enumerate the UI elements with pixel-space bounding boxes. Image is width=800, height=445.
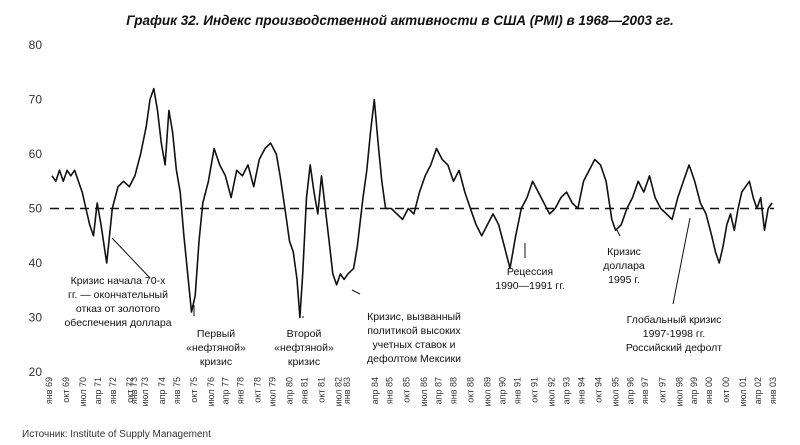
x-tick-label: апр 02	[753, 377, 763, 404]
annotation: Рецессия 1990—1991 гг.	[495, 243, 565, 292]
annotation-line: дефолтом Мексики	[367, 353, 461, 365]
x-tick-label: янв 85	[385, 377, 395, 404]
annotation-line: кризис	[288, 356, 320, 368]
x-tick-label: окт 85	[402, 377, 412, 403]
annotation-line: 1990—1991 гг.	[495, 280, 564, 292]
x-tick-label: июл 82	[334, 377, 344, 406]
y-tick-label: 20	[29, 365, 43, 379]
y-tick-label: 50	[29, 202, 43, 216]
x-tick-label: июл 70	[78, 377, 88, 406]
annotation-leader	[672, 217, 691, 305]
x-axis: янв 69 окт 69 июл 70 апр 71 янв 72 окт 72янв …	[44, 377, 778, 406]
x-tick-label: окт 00	[721, 377, 731, 403]
x-tick-label: янв 88	[449, 377, 459, 404]
x-tick-label: апр 90	[498, 377, 508, 404]
x-tick-label: июл 86	[419, 377, 429, 406]
x-tick-label: янв 81	[300, 377, 310, 404]
source-note: Источник: Institute of Supply Management	[22, 429, 211, 440]
annotation-line: Первый	[197, 328, 235, 340]
annotation-line: Второй	[287, 328, 322, 340]
y-tick-label: 80	[29, 38, 43, 52]
annotation-line: отказ от золотого	[76, 303, 160, 315]
annotation-line: гг. — окончательный	[68, 289, 168, 301]
annotation-line: «нефтяной»	[186, 342, 246, 354]
x-tick-label: янв 73	[129, 377, 139, 404]
x-tick-label: янв 03	[768, 377, 778, 404]
x-tick-label: июл 73	[140, 377, 150, 406]
annotation-line: 1997-1998 гг.	[643, 328, 705, 340]
annotation: Кризис доллара 1995 г.	[603, 229, 645, 286]
x-tick-label: июл 92	[547, 377, 557, 406]
x-tick-label: окт 75	[189, 377, 199, 403]
x-tick-label: июл 01	[738, 377, 748, 406]
annotation-line: Российский дефолт	[626, 342, 722, 354]
x-tick-label: янв 91	[512, 377, 522, 404]
x-tick-label: июл 79	[268, 377, 278, 406]
annotation-line: Кризис, вызванный	[367, 311, 461, 323]
annotation-line: Кризис начала 70-х	[71, 275, 166, 287]
x-tick-label: апр 80	[285, 377, 295, 404]
x-tick-label: апр 93	[561, 377, 571, 404]
x-tick-label: окт 97	[657, 377, 667, 403]
annotation: Второй «нефтяной» кризис	[274, 316, 334, 368]
annotation-line: политикой высоких	[367, 325, 461, 337]
annotations-group: Кризис начала 70-х гг. — окончательный отк…	[64, 217, 722, 368]
x-tick-label: янв 94	[576, 377, 586, 404]
y-axis: 20 30 40 50 60 70 80	[29, 38, 43, 379]
x-tick-label: окт 91	[530, 377, 540, 403]
x-tick-label: июл 76	[206, 377, 216, 406]
x-tick-label: окт 94	[593, 377, 603, 403]
annotation-line: учетных ставок и	[373, 339, 456, 351]
annotation-leader	[111, 237, 151, 279]
chart-title: График 32. Индекс производственной актив…	[126, 13, 673, 28]
annotation: Кризис начала 70-х гг. — окончательный отк…	[64, 237, 172, 329]
x-tick-label: июл 89	[483, 377, 493, 406]
y-tick-label: 70	[29, 93, 43, 107]
x-tick-label: янв 69	[44, 377, 54, 404]
series-line	[51, 87, 773, 319]
annotation-line: кризис	[200, 356, 232, 368]
x-tick-label: янв 78	[236, 377, 246, 404]
x-tick-label: июл 98	[674, 377, 684, 406]
annotation-leader	[351, 289, 361, 295]
x-tick-label: апр 74	[157, 377, 167, 404]
x-tick-label: янв 00	[704, 377, 714, 404]
x-tick-label: янв 97	[640, 377, 650, 404]
annotation-line: доллара	[603, 260, 645, 272]
x-tick-label: окт 81	[317, 377, 327, 403]
x-tick-label: апр 96	[625, 377, 635, 404]
series-group	[51, 87, 773, 319]
annotation-line: Глобальный кризис	[627, 314, 722, 326]
x-tick-label: апр 87	[434, 377, 444, 404]
y-tick-label: 30	[29, 311, 43, 325]
annotation: Кризис, вызванный политикой высоких учетны…	[351, 289, 461, 365]
x-tick-label: июл 95	[610, 377, 620, 406]
x-tick-label: апр 71	[93, 377, 103, 404]
x-tick-label: окт 78	[253, 377, 263, 403]
annotation-line: 1995 г.	[608, 274, 640, 286]
y-tick-label: 40	[29, 256, 43, 270]
x-tick-label: окт 72	[125, 377, 135, 403]
annotation-leader	[616, 229, 621, 237]
annotation-line: Рецессия	[507, 266, 553, 278]
annotation: Первый «нефтяной» кризис	[186, 305, 246, 368]
x-tick-label: апр 84	[370, 377, 380, 404]
annotation-line: Кризис	[607, 246, 641, 258]
annotation-line: «нефтяной»	[274, 342, 334, 354]
annotation-line: обеспечения доллара	[64, 317, 171, 329]
x-tick-label: окт 88	[466, 377, 476, 403]
x-tick-label: янв 72	[108, 377, 118, 404]
x-tick-label: апр 77	[221, 377, 231, 404]
y-tick-label: 60	[29, 147, 43, 161]
annotation: Глобальный кризис 1997-1998 гг. Российский…	[626, 217, 722, 354]
x-tick-label: янв 83	[342, 377, 352, 404]
x-tick-label: апр 99	[689, 377, 699, 404]
x-tick-label: янв 75	[172, 377, 182, 404]
x-tick-label: окт 69	[61, 377, 71, 403]
